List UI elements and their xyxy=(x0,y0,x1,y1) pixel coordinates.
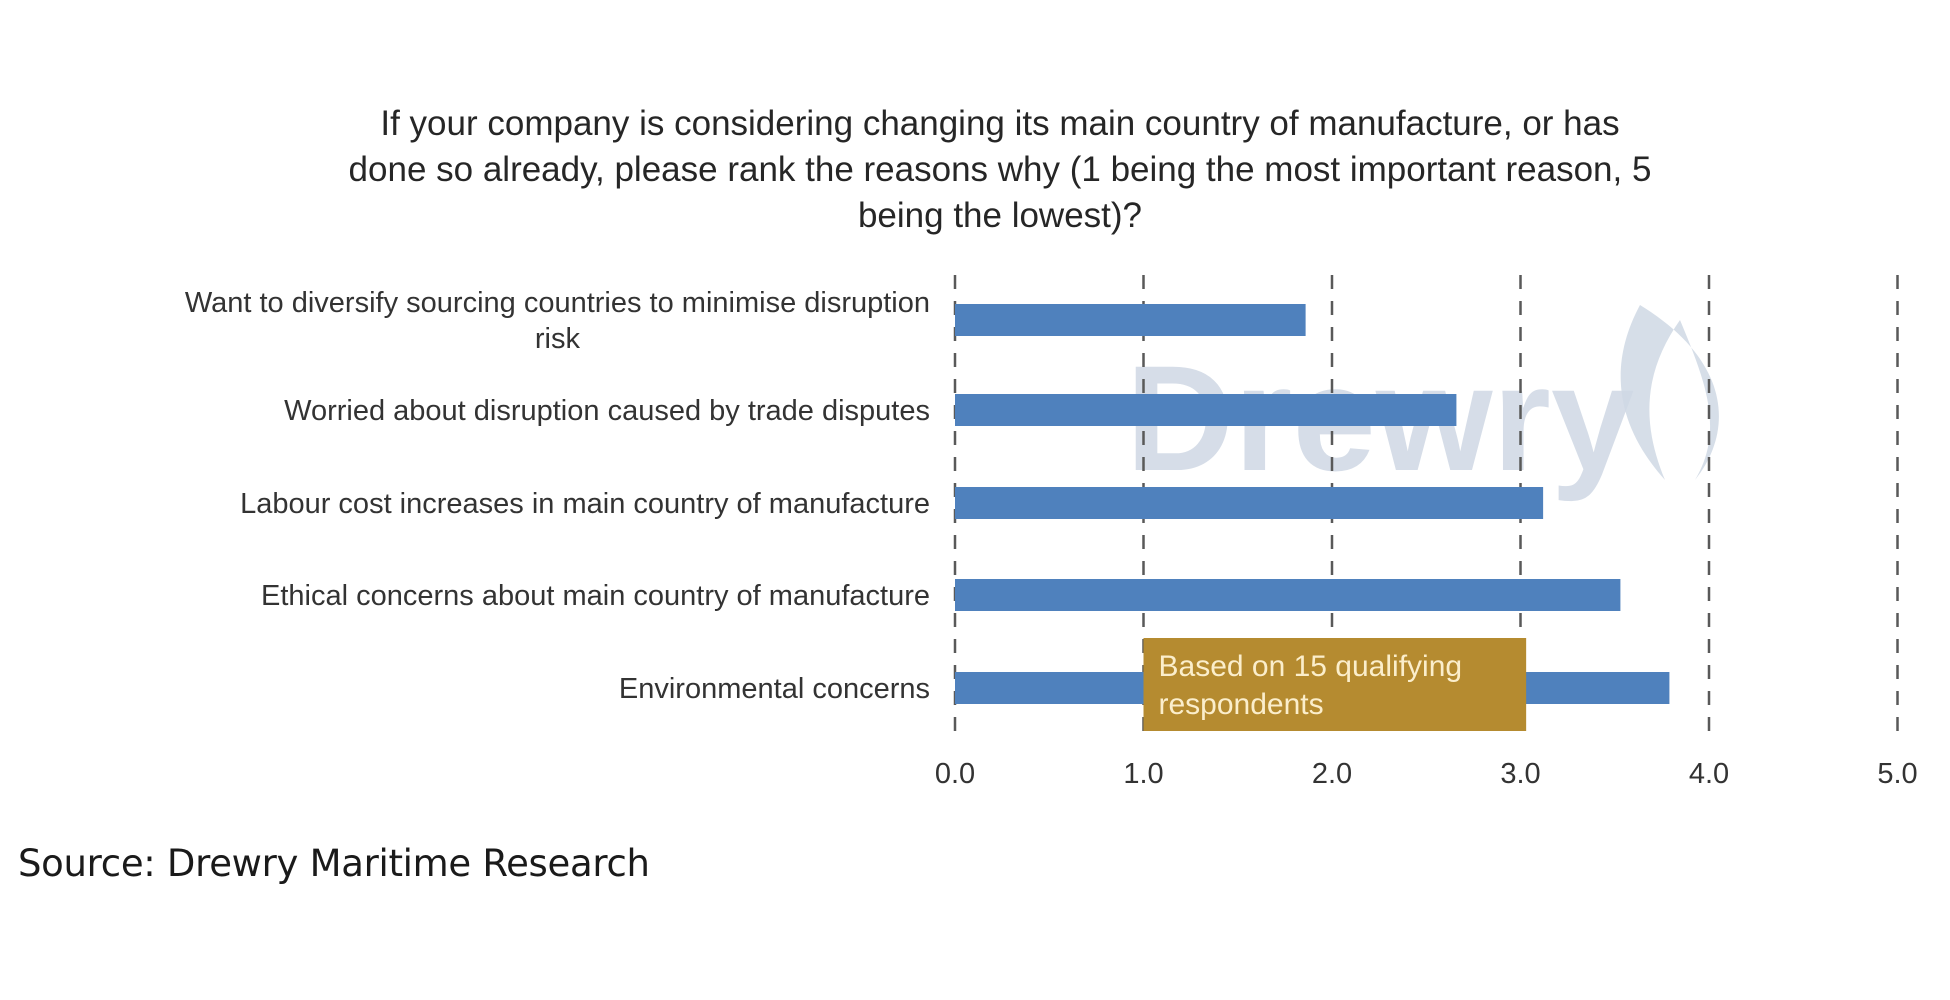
x-tick-label: 0.0 xyxy=(935,758,975,790)
drewry-flame-logo-icon xyxy=(1620,305,1719,480)
x-tick-label: 4.0 xyxy=(1689,758,1729,790)
bar xyxy=(955,487,1544,519)
category-label: Worried about disruption caused by trade… xyxy=(284,395,930,427)
chart-title: If your company is considering changing … xyxy=(349,104,1652,235)
x-tick-label: 3.0 xyxy=(1500,758,1540,790)
x-axis-tick-labels: 0.0 1.0 2.0 3.0 4.0 5.0 xyxy=(935,758,1918,790)
bar xyxy=(955,579,1621,611)
bar xyxy=(955,394,1457,426)
category-label: Ethical concerns about main country of m… xyxy=(261,580,930,612)
source-note: Source: Drewry Maritime Research xyxy=(18,842,650,885)
annotation-text: respondents xyxy=(1159,688,1324,721)
x-tick-label: 5.0 xyxy=(1877,758,1917,790)
chart-title-line: being the lowest)? xyxy=(858,196,1142,235)
category-label: Want to diversify sourcing countries to … xyxy=(185,287,930,319)
category-label: Environmental concerns xyxy=(619,673,930,705)
chart-title-line: done so already, please rank the reasons… xyxy=(349,150,1652,189)
bar xyxy=(955,304,1306,336)
annotation-text: Based on 15 qualifying xyxy=(1159,650,1463,683)
x-tick-label: 1.0 xyxy=(1123,758,1163,790)
x-tick-label: 2.0 xyxy=(1312,758,1352,790)
category-label-continued: risk xyxy=(535,323,581,355)
category-label: Labour cost increases in main country of… xyxy=(240,488,930,520)
annotation-box: Based on 15 qualifying respondents xyxy=(1143,638,1527,731)
chart-title-line: If your company is considering changing … xyxy=(380,104,1619,143)
annotation-background xyxy=(1143,638,1527,731)
category-labels: Want to diversify sourcing countries to … xyxy=(185,287,930,705)
